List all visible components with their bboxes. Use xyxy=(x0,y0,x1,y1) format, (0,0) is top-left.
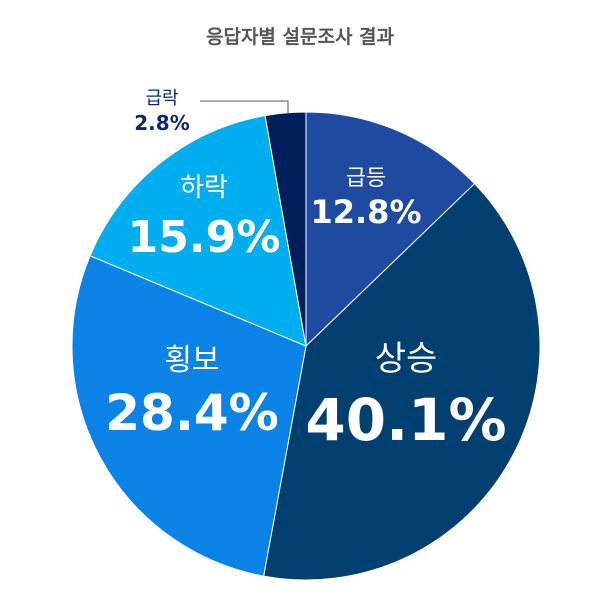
slice-label-0: 급등 xyxy=(346,166,386,191)
pie-slice-3 xyxy=(89,115,307,347)
pie-slice-0 xyxy=(305,111,476,348)
slice-value-2: 28.4% xyxy=(105,384,278,442)
chart-title: 응답자별 설문조사 결과 xyxy=(205,26,395,48)
slice-label-3: 하락 xyxy=(180,173,228,203)
slice-value-0: 12.8% xyxy=(310,193,421,231)
pie-slice-4 xyxy=(264,111,307,347)
slice-value-1: 40.1% xyxy=(305,386,506,454)
leader-line xyxy=(200,100,289,114)
slice-label-1: 상승 xyxy=(375,339,438,379)
slice-label-2: 횡보 xyxy=(164,343,219,378)
slice-value-3: 15.9% xyxy=(128,212,281,263)
slice-label-4: 급락 xyxy=(145,88,178,109)
slice-value-4: 2.8% xyxy=(134,111,189,135)
pie-slice-1 xyxy=(263,182,541,581)
pie-slice-2 xyxy=(71,255,307,577)
